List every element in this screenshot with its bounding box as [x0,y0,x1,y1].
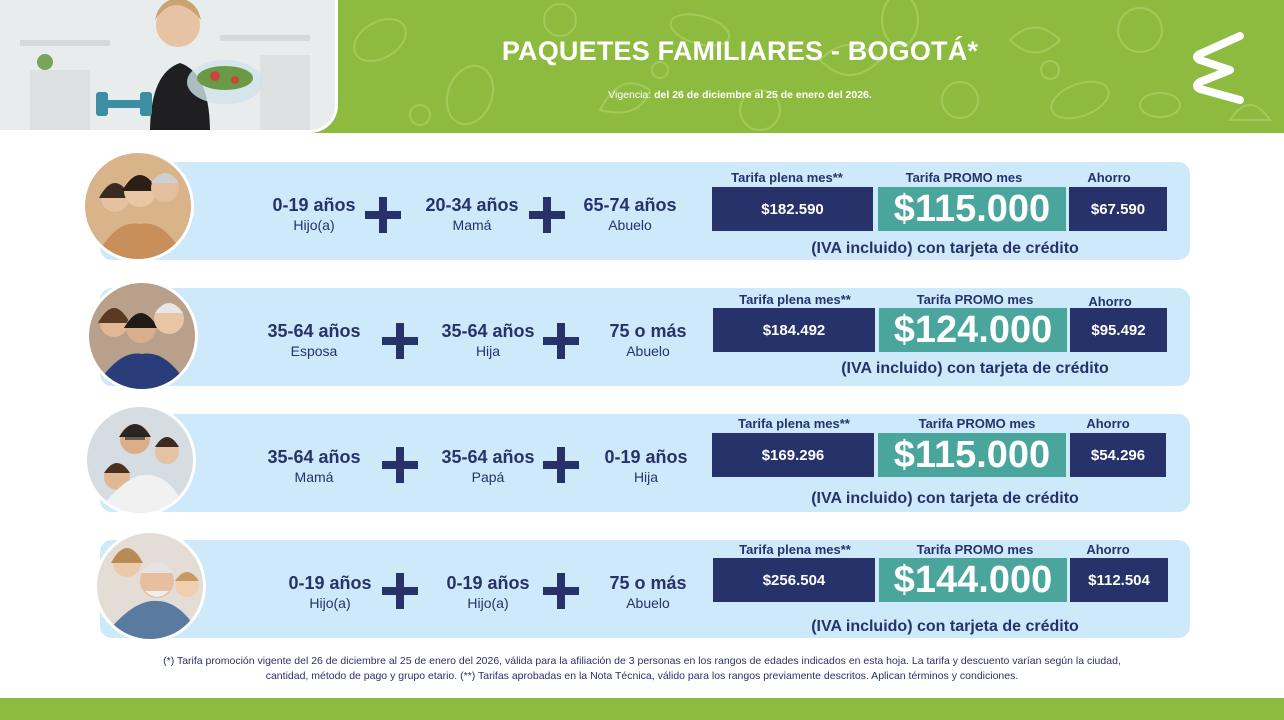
vegetable-pattern-decoration [353,0,1272,131]
savings-header: Ahorro [1087,170,1131,185]
header-photo-woman-with-salad [0,0,338,133]
savings-header: Ahorro [1088,294,1132,309]
legal-footnote: (*) Tarifa promoción vigente del 26 de d… [100,654,1184,684]
member-2: 35-64 años Hija [430,321,546,359]
savings-value: $112.504 [1070,558,1168,602]
family-photo-4 [94,530,206,642]
member-age: 0-19 años [446,573,530,593]
member-role: Mamá [452,217,492,233]
member-1: 0-19 años Hijo(a) [256,195,372,233]
family-photo-3 [84,404,196,516]
package-row-2: 35-64 años Esposa 35-64 años Hija 75 o m… [80,276,1190,392]
page-title: PAQUETES FAMILIARES - BOGOTÁ* [501,36,979,66]
member-age: 0-19 años [288,573,372,593]
member-age: 35-64 años [267,321,361,341]
family-photo-2 [86,280,198,392]
member-role: Esposa [290,343,338,359]
member-1: 35-64 años Esposa [256,321,372,359]
plus-icon [543,573,579,609]
member-role: Abuelo [626,595,670,611]
savings-header: Ahorro [1086,416,1130,431]
promo-price-value: $115.000 [878,433,1066,477]
member-age: 0-19 años [272,195,356,215]
iva-note: (IVA incluido) con tarjeta de crédito [811,618,1079,635]
iva-note: (IVA incluido) con tarjeta de crédito [811,490,1079,507]
promo-price-value: $124.000 [879,308,1067,352]
promo-price-header: Tarifa PROMO mes [916,292,1034,307]
footer-bar [0,698,1284,720]
footnote-line-1: (*) Tarifa promoción vigente del 26 de d… [163,655,1121,667]
promo-price-value: $115.000 [878,187,1066,231]
package-row-1: 0-19 años Hijo(a) 20-34 años Mamá 65-74 … [80,150,1190,262]
member-3: 75 o más Abuelo [590,321,706,359]
member-role: Hijo(a) [309,595,351,611]
full-price-value: $256.504 [713,558,875,602]
plus-icon [529,197,565,233]
member-age: 0-19 años [604,447,688,467]
validity-label: Vigencia: [608,89,652,101]
member-1: 0-19 años Hijo(a) [272,573,388,611]
member-3: 75 o más Abuelo [590,573,706,611]
plus-icon [382,447,418,483]
promo-price-header: Tarifa PROMO mes [916,542,1034,557]
savings-value: $95.492 [1070,308,1167,352]
validity-text: Vigencia: del 26 de diciembre al 25 de e… [440,89,1040,101]
iva-note: (IVA incluido) con tarjeta de crédito [811,240,1079,257]
member-1: 35-64 años Mamá [256,447,372,485]
family-photo-1 [82,150,194,262]
brand-logo-icon [1193,32,1244,104]
promo-price-header: Tarifa PROMO mes [905,170,1023,185]
savings-header: Ahorro [1086,542,1130,557]
full-price-header: Tarifa plena mes** [739,292,851,307]
member-role: Hija [633,469,659,485]
member-age: 65-74 años [583,195,677,215]
member-role: Hijo(a) [293,217,335,233]
plus-icon [382,323,418,359]
promo-price-value: $144.000 [879,558,1067,602]
woman-photo-illustration [0,0,335,130]
member-age: 75 o más [609,321,687,341]
full-price-value: $182.590 [712,187,873,231]
full-price-header: Tarifa plena mes** [739,542,851,557]
validity-dates: del 26 de diciembre al 25 de enero del 2… [654,89,872,101]
member-age: 75 o más [609,573,687,593]
footnote-line-2: cantidad, método de pago y grupo etario.… [265,670,1019,682]
header-banner: PAQUETES FAMILIARES - BOGOTÁ* Vigencia: … [0,0,1284,133]
full-price-value: $169.296 [712,433,874,477]
plus-icon [543,447,579,483]
savings-value: $54.296 [1070,433,1166,477]
member-3: 65-74 años Abuelo [572,195,688,233]
promo-price-header: Tarifa PROMO mes [918,416,1036,431]
member-age: 20-34 años [425,195,519,215]
member-3: 0-19 años Hija [588,447,704,485]
member-age: 35-64 años [441,321,535,341]
full-price-header: Tarifa plena mes** [738,416,850,431]
package-row-4: 0-19 años Hijo(a) 0-19 años Hijo(a) 75 o… [80,528,1190,642]
member-role: Papá [471,469,505,485]
iva-note: (IVA incluido) con tarjeta de crédito [841,360,1109,377]
full-price-header: Tarifa plena mes** [731,170,843,185]
plus-icon [365,197,401,233]
member-role: Hija [475,343,501,359]
member-role: Hijo(a) [467,595,509,611]
member-2: 35-64 años Papá [430,447,546,485]
package-row-3: 35-64 años Mamá 35-64 años Papá 0-19 año… [80,402,1190,516]
member-2: 20-34 años Mamá [414,195,530,233]
member-role: Mamá [294,469,334,485]
member-role: Abuelo [626,343,670,359]
member-2: 0-19 años Hijo(a) [430,573,546,611]
full-price-value: $184.492 [713,308,875,352]
member-age: 35-64 años [267,447,361,467]
member-role: Abuelo [608,217,652,233]
savings-value: $67.590 [1069,187,1167,231]
member-age: 35-64 años [441,447,535,467]
plus-icon [382,573,418,609]
plus-icon [543,323,579,359]
